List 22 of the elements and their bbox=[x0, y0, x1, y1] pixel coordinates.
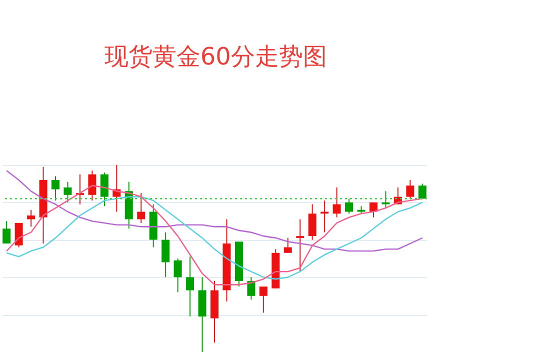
candlestick bbox=[100, 172, 108, 207]
candlestick bbox=[162, 232, 170, 278]
candlestick bbox=[247, 276, 256, 300]
candlestick bbox=[88, 170, 96, 202]
candlestick bbox=[406, 179, 414, 200]
candlestick bbox=[27, 209, 36, 228]
candlestick bbox=[52, 176, 60, 202]
candlestick bbox=[308, 204, 316, 240]
candlestick bbox=[174, 258, 182, 293]
candlestick bbox=[382, 190, 390, 209]
candlestick bbox=[137, 192, 146, 224]
candlestick bbox=[259, 286, 268, 314]
candlestick bbox=[418, 183, 426, 200]
chart-title: 现货黄金60分走势图 bbox=[104, 42, 327, 70]
candlestick bbox=[345, 198, 354, 214]
candlestick bbox=[284, 237, 292, 254]
candlestick bbox=[296, 218, 304, 272]
candlestick bbox=[186, 256, 194, 317]
candlestick bbox=[2, 220, 11, 244]
candlestick bbox=[332, 186, 341, 218]
candlestick bbox=[64, 181, 72, 203]
candlestick bbox=[369, 202, 378, 218]
